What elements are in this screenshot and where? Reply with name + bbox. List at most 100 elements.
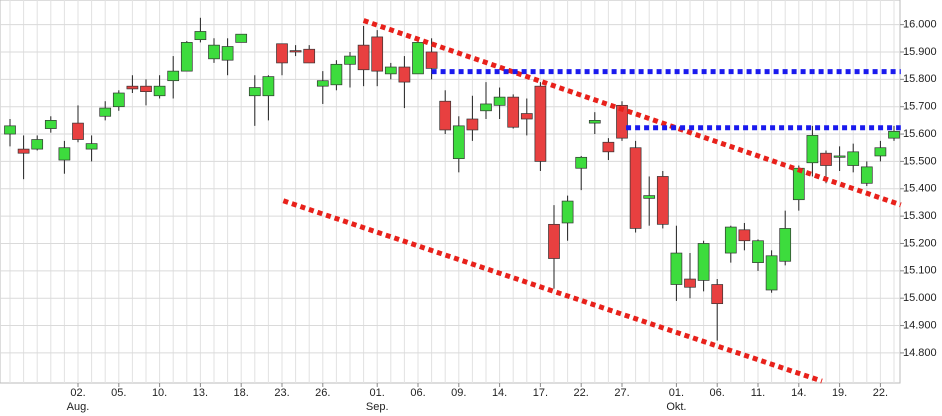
x-tick-label: 14.	[492, 387, 507, 399]
candle-body	[670, 252, 683, 285]
y-tick-label: 15.200	[903, 237, 937, 249]
candle-body	[180, 42, 193, 72]
candle-body	[752, 240, 764, 263]
candle-body	[316, 80, 329, 87]
candle-body	[588, 120, 601, 124]
candle-body	[656, 176, 669, 225]
y-tick-label: 16.000	[903, 19, 937, 31]
x-tick-label: 06.	[410, 387, 425, 399]
candle-body	[58, 147, 71, 161]
x-tick-label: 14.	[791, 387, 806, 399]
candle-body	[221, 46, 234, 61]
trend-line	[282, 198, 823, 384]
candle-body	[452, 125, 465, 160]
y-tick-label: 15.500	[903, 155, 937, 167]
candle-body	[833, 155, 846, 158]
candle-body	[112, 92, 125, 108]
x-tick-label: 01.	[370, 387, 385, 399]
candle-body	[629, 147, 642, 229]
x-tick-label: 23.	[274, 387, 289, 399]
candle-body	[303, 48, 316, 64]
candle-body	[276, 43, 288, 64]
candle-body	[806, 135, 819, 164]
candle-body	[724, 226, 737, 254]
x-tick-label: 17.	[533, 387, 548, 399]
candle-body	[289, 50, 302, 53]
candle-body	[235, 33, 248, 43]
candle-body	[262, 76, 275, 97]
candle-body	[534, 85, 547, 162]
candle-body	[616, 104, 628, 139]
x-tick-label: 13.	[193, 387, 208, 399]
candle-body	[520, 113, 533, 120]
candle-body	[738, 229, 751, 242]
x-tick-label: 02.	[70, 387, 85, 399]
candle-body	[153, 85, 166, 97]
candle-body	[425, 51, 438, 69]
candle-body	[140, 85, 152, 92]
y-tick-label: 15.000	[903, 292, 937, 304]
candle-body	[792, 167, 805, 201]
candle-body	[684, 278, 696, 288]
candle-body	[85, 143, 98, 150]
x-tick-label: 09.	[451, 387, 466, 399]
x-tick-label: 26.	[315, 387, 330, 399]
x-tick-label: 19.	[832, 387, 847, 399]
y-tick-label: 15.300	[903, 210, 937, 222]
x-tick-label: 27.	[614, 387, 629, 399]
candle-body	[643, 195, 656, 199]
x-tick-label: 10.	[152, 387, 167, 399]
candle-body	[493, 96, 506, 106]
x-tick-label: 05.	[111, 387, 126, 399]
candle-body	[847, 151, 860, 166]
x-tick-label: 18.	[234, 387, 249, 399]
y-tick-label: 15.700	[903, 101, 937, 113]
plot-area	[0, 0, 901, 384]
candle-body	[4, 125, 16, 135]
candle-body	[371, 36, 384, 72]
candle-body	[874, 147, 887, 157]
candle-body	[126, 85, 139, 90]
candle-body	[765, 255, 778, 291]
candle-body	[507, 96, 520, 128]
candle-body	[575, 156, 588, 169]
y-tick-label: 15.900	[903, 46, 937, 58]
candle-body	[412, 42, 424, 75]
candle-body	[480, 103, 492, 112]
x-month-label: Sep.	[366, 401, 389, 413]
y-tick-label: 15.100	[903, 265, 937, 277]
candle-body	[466, 118, 479, 131]
x-month-label: Okt.	[666, 401, 686, 413]
y-tick-label: 15.400	[903, 183, 937, 195]
candle-body	[561, 200, 574, 224]
candle-body	[548, 223, 560, 259]
candle-body	[17, 148, 30, 154]
x-tick-label: 06.	[710, 387, 725, 399]
candle-body	[384, 66, 397, 75]
trend-line	[362, 18, 902, 208]
candle-body	[72, 122, 84, 140]
candle-body	[888, 130, 900, 139]
candle-body	[44, 120, 57, 129]
candle-body	[357, 44, 370, 71]
x-tick-label: 22.	[873, 387, 888, 399]
candle-body	[602, 141, 615, 153]
y-tick-label: 14.800	[903, 347, 937, 359]
candle-body	[697, 243, 710, 281]
y-tick-label: 15.800	[903, 73, 937, 85]
candle-body	[330, 63, 343, 86]
candle-body	[711, 284, 724, 305]
candle-body	[208, 44, 220, 60]
x-tick-label: 01.	[669, 387, 684, 399]
candle-body	[439, 100, 452, 131]
candle-body	[398, 66, 411, 83]
y-tick-label: 15.600	[903, 128, 937, 140]
candle-body	[820, 152, 832, 166]
candle-body	[779, 228, 792, 262]
x-tick-label: 22.	[574, 387, 589, 399]
candle-body	[99, 107, 112, 117]
y-tick-label: 14.900	[903, 319, 937, 331]
candle-body	[31, 139, 44, 150]
